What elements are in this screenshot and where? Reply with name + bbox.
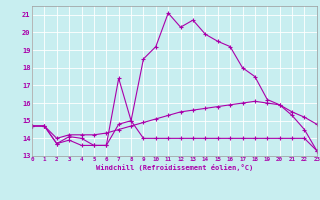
X-axis label: Windchill (Refroidissement éolien,°C): Windchill (Refroidissement éolien,°C) — [96, 164, 253, 171]
